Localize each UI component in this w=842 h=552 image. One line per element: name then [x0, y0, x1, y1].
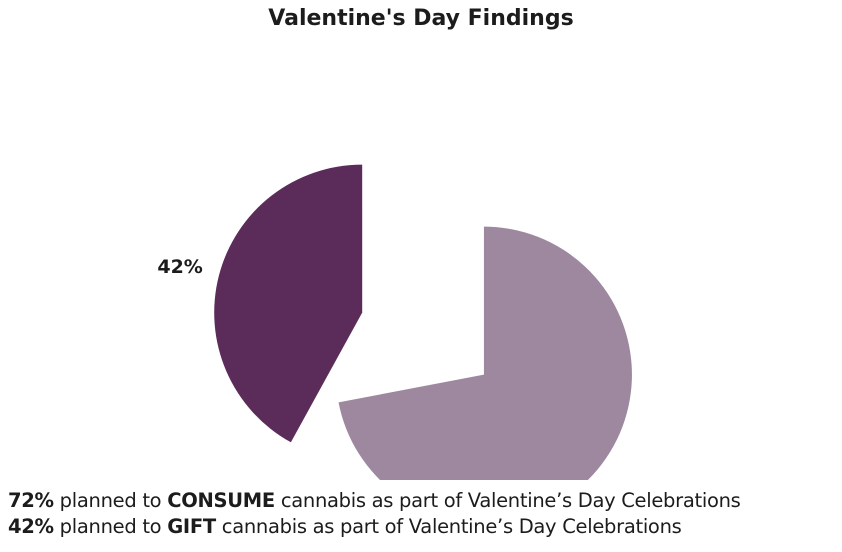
pie-chart: 42%72% — [157, 164, 632, 480]
chart-title: Valentine's Day Findings — [268, 6, 574, 31]
findings-notes: 72% planned to CONSUME cannabis as part … — [8, 488, 741, 540]
pie-slice-1 — [214, 164, 363, 443]
finding-gift: 42% planned to GIFT cannabis as part of … — [8, 515, 682, 538]
slice-label-1: 42% — [157, 256, 202, 278]
pie-slice-2 — [338, 226, 632, 480]
finding-consume: 72% planned to CONSUME cannabis as part … — [8, 489, 741, 512]
